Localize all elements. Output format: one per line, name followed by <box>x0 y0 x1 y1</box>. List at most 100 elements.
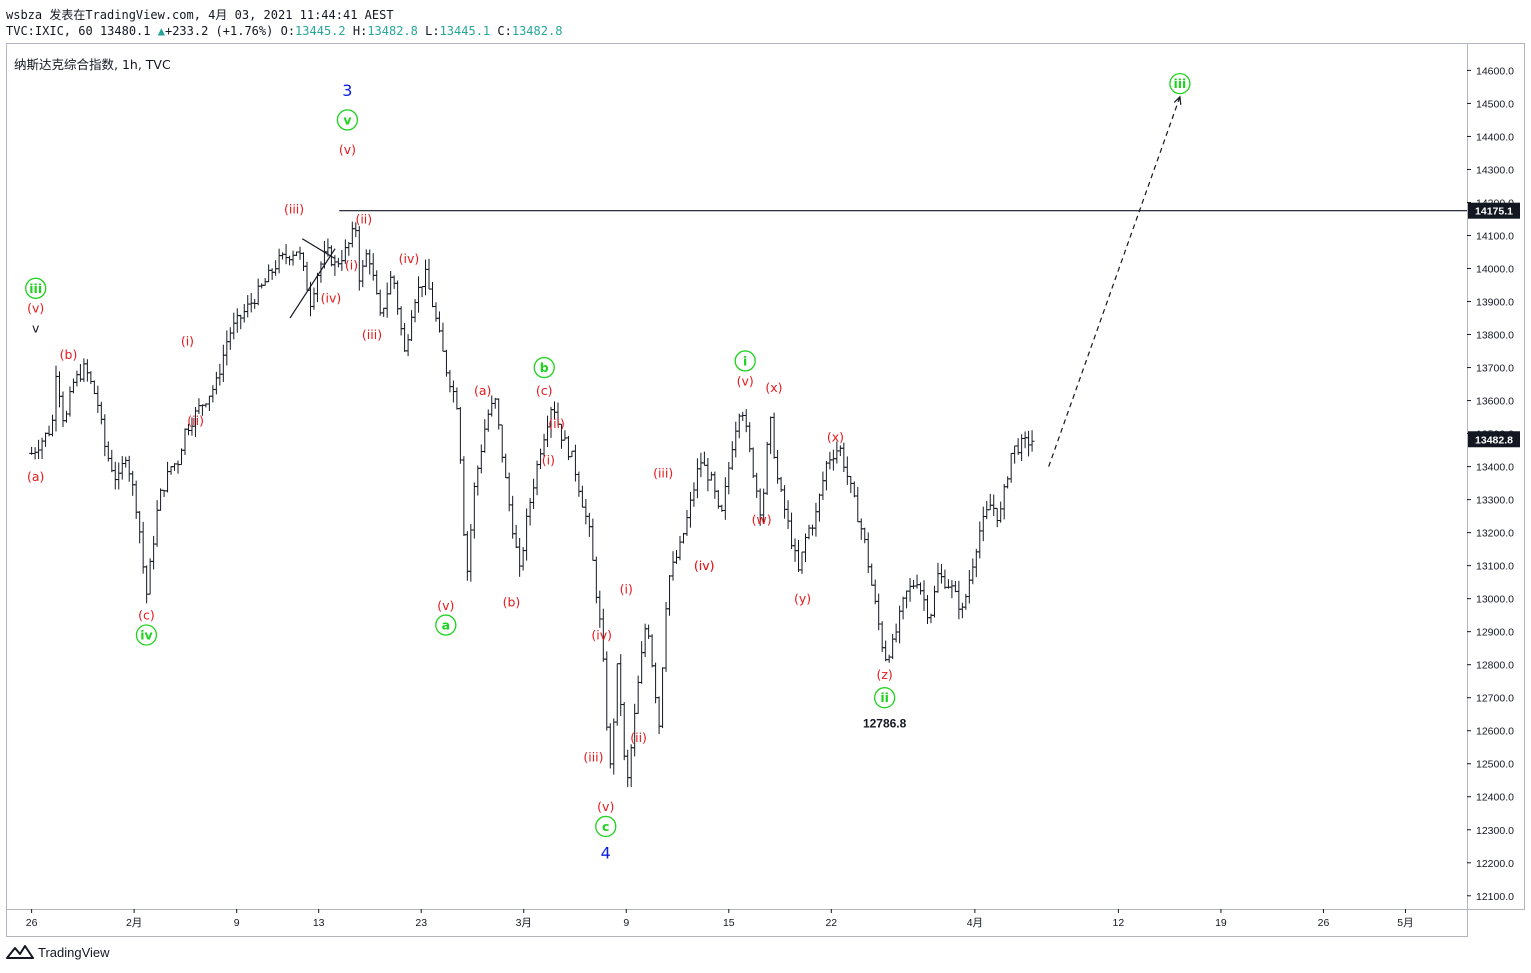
ohlc-bar <box>168 466 174 475</box>
price-tag <box>1468 202 1520 219</box>
tradingview-logo[interactable]: TradingView <box>6 944 110 960</box>
ohlc-bar <box>604 651 610 731</box>
price-tick-label: 12300.0 <box>1476 825 1514 837</box>
ohlc-bar <box>384 282 390 318</box>
wave-circle <box>1169 72 1191 95</box>
ohlc-bar <box>722 477 728 520</box>
symbol-interval: TVC:IXIC, 60 <box>6 24 93 38</box>
ohlc-bar <box>628 744 634 788</box>
ohlc-bar <box>694 458 700 499</box>
ohlc-bar <box>283 244 289 265</box>
ohlc-bar <box>855 486 861 523</box>
wave-label: 4 <box>601 844 611 863</box>
time-axis-frame <box>6 909 1468 937</box>
ohlc-bar <box>771 412 777 459</box>
ohlc-bar <box>663 601 669 672</box>
ohlc-bar <box>823 460 829 491</box>
ohlc-bar <box>583 498 589 525</box>
ohlc-bar <box>370 253 376 281</box>
ohlc-bar <box>768 416 774 454</box>
last-price: 13480.1 <box>99 24 151 38</box>
ohlc-bar <box>311 287 317 310</box>
price-tick-label: 13000.0 <box>1476 594 1514 606</box>
ohlc-bar <box>266 264 272 283</box>
ohlc-bar <box>349 221 355 248</box>
ohlc-bar <box>973 548 979 578</box>
wave-label: (x) <box>827 429 844 444</box>
ohlc-bar <box>809 524 815 536</box>
ohlc-bar <box>206 395 212 411</box>
wave-label: (ii) <box>187 413 204 428</box>
symbol-title: 纳斯达克综合指数, 1h, TVC <box>14 57 171 72</box>
ohlc-bar <box>876 593 882 631</box>
wave-circle <box>336 109 359 131</box>
time-tick-label: 3月 <box>516 917 532 929</box>
ohlc-bar <box>461 456 467 536</box>
ohlc-bar <box>287 255 293 266</box>
projection-arrow <box>1048 96 1181 467</box>
ohlc-bar <box>464 531 470 581</box>
ohlc-bar <box>234 308 240 333</box>
wave-label: (i) <box>345 258 358 273</box>
time-tick-label: 12 <box>1113 917 1125 929</box>
ohlc-bar <box>50 414 56 437</box>
price-tick-label: 13800.0 <box>1476 330 1514 342</box>
ohlc-bar <box>32 447 38 460</box>
ohlc-bar <box>998 501 1004 523</box>
ohlc-bar <box>970 558 976 585</box>
price-tick-label: 13400.0 <box>1476 462 1514 474</box>
ohlc-bar <box>1012 445 1018 464</box>
price-tick-label: 12400.0 <box>1476 792 1514 804</box>
time-axis: 26 2月 9 13 23 3月 9 15 22 4月 12 19 26 5月 <box>26 909 1414 929</box>
ohlc-bar <box>534 460 540 496</box>
ohlc-bar <box>454 387 460 410</box>
ohlc-bar <box>966 569 972 604</box>
ohlc-bar <box>635 675 641 714</box>
ohlc-bar <box>91 380 97 395</box>
ohlc-bar <box>646 624 652 640</box>
ohlc-bar <box>95 385 101 413</box>
ohlc-bar <box>785 500 791 530</box>
ohlc-bar <box>423 259 429 296</box>
ohlc-bar <box>409 310 415 341</box>
ohlc-bar <box>935 562 941 593</box>
ohlc-bar <box>931 585 937 618</box>
ohlc-bar <box>872 579 878 605</box>
ohlc-bar <box>593 556 599 604</box>
ohlc-bar <box>848 475 854 494</box>
ohlc-bar <box>792 538 798 562</box>
ohlc-bar <box>942 569 948 589</box>
ohlc-bar <box>729 441 735 470</box>
ohlc-bar <box>471 482 477 539</box>
ohlc-bar <box>102 414 108 457</box>
wave-label: (a) <box>474 383 491 398</box>
wave-label: a <box>442 618 450 633</box>
ohlc-bar <box>60 391 66 428</box>
ohlc-bar <box>782 485 788 519</box>
ohlc-bar <box>67 386 73 417</box>
ohlc-bar <box>360 260 366 288</box>
close-value: 13482.8 <box>511 24 563 38</box>
time-tick-label: 23 <box>415 917 427 929</box>
ohlc-bar <box>74 370 80 387</box>
ohlc-bar <box>457 406 463 464</box>
wave-label: iii <box>29 281 42 296</box>
ohlc-bar <box>269 268 275 280</box>
ohlc-bar <box>70 378 76 394</box>
ohlc-bar <box>698 452 704 478</box>
ohlc-bar <box>255 278 261 306</box>
triangle-lower-line <box>289 248 336 319</box>
ohlc-bar <box>346 241 352 256</box>
wave-label: (ii) <box>548 416 565 431</box>
ohlc-bar <box>994 507 1000 528</box>
ohlc-bar <box>402 322 408 352</box>
ohlc-bar <box>806 524 812 540</box>
ohlc-bar <box>837 445 843 457</box>
ohlc-bar <box>660 667 666 729</box>
ohlc-bar <box>53 365 59 432</box>
ohlc-bar <box>789 512 795 549</box>
price-tick-label: 12800.0 <box>1476 660 1514 672</box>
price-bars <box>29 221 1035 788</box>
wave-label: iii <box>1173 76 1186 91</box>
